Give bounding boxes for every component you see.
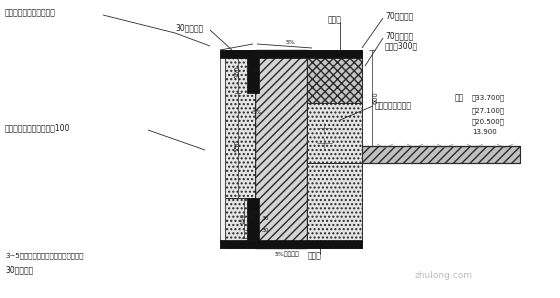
Bar [247, 198, 259, 240]
Bar [255, 50, 307, 248]
Text: 〈20.500〉: 〈20.500〉 [472, 119, 505, 125]
Text: 卧室: 卧室 [455, 94, 464, 103]
Text: 窗附框: 窗附框 [328, 15, 342, 24]
Text: 13.900: 13.900 [472, 129, 497, 135]
Text: 50: 50 [253, 210, 260, 215]
Text: 100: 100 [249, 209, 254, 219]
Text: 附加网格布长度过岩棉过100: 附加网格布长度过岩棉过100 [5, 123, 71, 133]
Text: 30: 30 [262, 215, 269, 221]
Text: 5%（余同）: 5%（余同） [275, 251, 300, 257]
Text: （高度300）: （高度300） [385, 41, 418, 50]
Bar [307, 163, 362, 248]
Text: 〈27.100〉: 〈27.100〉 [472, 108, 505, 114]
Bar [225, 50, 255, 198]
Text: 70厚岩棉板: 70厚岩棉板 [385, 32, 413, 41]
Text: 30厚聚苯板: 30厚聚苯板 [5, 266, 33, 274]
Bar [225, 198, 255, 248]
Bar [307, 103, 362, 163]
Bar [220, 50, 225, 248]
Text: 50: 50 [253, 68, 260, 72]
Text: 30厚聚苯板: 30厚聚苯板 [175, 24, 203, 32]
Text: 5%: 5% [286, 40, 296, 44]
Bar [307, 146, 520, 163]
Bar [247, 50, 259, 93]
Text: 150: 150 [234, 66, 240, 78]
Text: zhulong.com: zhulong.com [415, 271, 473, 280]
Bar [220, 240, 362, 248]
Text: 600: 600 [373, 91, 379, 104]
Text: 550: 550 [234, 140, 240, 152]
Bar [307, 50, 362, 103]
Text: 150: 150 [240, 212, 245, 224]
Text: 3~5厚抗裂防护面砂浆复合玻纤网格布: 3~5厚抗裂防护面砂浆复合玻纤网格布 [5, 253, 83, 259]
Text: 窗附框: 窗附框 [308, 252, 322, 260]
Text: 〈33.700〉: 〈33.700〉 [472, 95, 505, 101]
Bar [220, 50, 362, 58]
Text: 30: 30 [262, 227, 269, 232]
Text: 70厚聚苯板: 70厚聚苯板 [385, 12, 413, 21]
Text: 5%: 5% [253, 111, 263, 116]
Text: 岩棉板专用锚固件: 岩棉板专用锚固件 [375, 102, 412, 111]
Text: 成品聚苯板外墙装饰檐线: 成品聚苯板外墙装饰檐线 [5, 9, 56, 18]
